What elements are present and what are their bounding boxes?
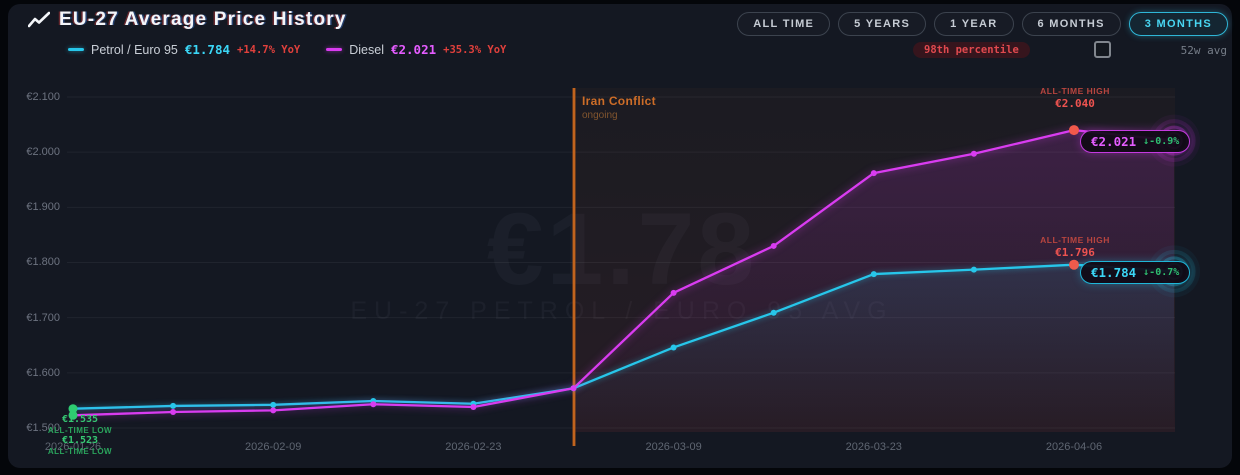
percentile-badge: 98th percentile bbox=[913, 42, 1030, 58]
x-axis-tick: 2026-01-26 bbox=[44, 441, 102, 453]
x-axis-tick: 2026-04-06 bbox=[1045, 441, 1103, 453]
diesel-legend-yoy: +35.3% YoY bbox=[443, 43, 507, 56]
range-button-5-years[interactable]: 5 YEARS bbox=[838, 12, 927, 36]
x-axis-tick: 2026-02-23 bbox=[445, 441, 502, 453]
area-fill bbox=[573, 264, 1175, 432]
y-axis-tick: €1.800 bbox=[26, 256, 60, 269]
x-axis-tick: 2026-03-09 bbox=[645, 441, 702, 453]
y-axis-tick: €1.500 bbox=[26, 422, 60, 434]
page-title: EU-27 Average Price History bbox=[59, 9, 347, 30]
y-axis-tick: €2.100 bbox=[26, 90, 60, 103]
y-axis-tick: €1.600 bbox=[26, 366, 60, 379]
range-button-all-time[interactable]: ALL TIME bbox=[737, 12, 831, 36]
petrol-point bbox=[270, 401, 277, 408]
diesel-point bbox=[670, 289, 677, 296]
avg-checkbox-label: 52w avg bbox=[1180, 44, 1227, 57]
page-header: EU-27 Average Price History bbox=[28, 9, 347, 31]
diesel-ath-value: €2.040 bbox=[1055, 97, 1095, 110]
diesel-all-time-low: €1.523 ALL-TIME LOW bbox=[25, 435, 135, 456]
diesel-low-dot bbox=[68, 410, 78, 420]
petrol-atl-value: €1.535 bbox=[61, 414, 99, 425]
petrol-point bbox=[770, 309, 777, 316]
diesel-ath-label: ALL-TIME HIGH bbox=[1040, 86, 1110, 96]
y-axis-tick: €1.900 bbox=[26, 201, 60, 214]
diesel-point bbox=[970, 150, 977, 157]
diesel-all-time-high: ALL-TIME HIGH €2.040 bbox=[1020, 86, 1130, 110]
petrol-all-time-high: ALL-TIME HIGH €1.796 bbox=[1020, 235, 1130, 259]
range-button-1-year[interactable]: 1 YEAR bbox=[934, 12, 1014, 36]
petrol-point bbox=[670, 344, 677, 351]
avg-checkbox[interactable] bbox=[1094, 41, 1111, 58]
x-axis-tick: 2026-03-23 bbox=[845, 441, 902, 453]
event-annotation-title: Iran Conflict bbox=[582, 94, 656, 108]
petrol-pill-change: ↓-0.7% bbox=[1143, 267, 1180, 278]
diesel-point bbox=[170, 409, 177, 416]
diesel-high-dot bbox=[1069, 125, 1079, 136]
petrol-high-dot bbox=[1069, 259, 1079, 270]
diesel-swatch bbox=[326, 48, 343, 51]
diesel-point bbox=[270, 407, 277, 414]
petrol-ath-label: ALL-TIME HIGH bbox=[1040, 235, 1110, 245]
diesel-point bbox=[470, 404, 477, 411]
diesel-current-price-pill: €2.021 ↓-0.9% bbox=[1080, 130, 1191, 153]
diesel-line bbox=[71, 128, 1176, 417]
petrol-legend-yoy: +14.7% YoY bbox=[237, 43, 301, 56]
diesel-legend-name: Diesel bbox=[349, 42, 384, 57]
petrol-point bbox=[970, 266, 977, 273]
diesel-point bbox=[570, 385, 577, 392]
x-axis-tick: 2026-02-09 bbox=[245, 441, 302, 453]
petrol-low-dot bbox=[68, 404, 78, 414]
legend-item-diesel[interactable]: Diesel €2.021 +35.3% YoY bbox=[326, 42, 506, 57]
petrol-current-price-pill: €1.784 ↓-0.7% bbox=[1080, 261, 1191, 284]
diesel-atl-value: €1.523 bbox=[61, 435, 99, 446]
diesel-pill-price: €2.021 bbox=[1091, 134, 1137, 149]
petrol-line bbox=[71, 263, 1176, 410]
range-button-6-months[interactable]: 6 MONTHS bbox=[1021, 12, 1121, 36]
diesel-legend-price: €2.021 bbox=[390, 42, 437, 57]
petrol-point bbox=[870, 271, 877, 278]
petrol-ath-value: €1.796 bbox=[1055, 246, 1095, 259]
chart-legend: Petrol / Euro 95 €1.784 +14.7% YoY Diese… bbox=[68, 42, 506, 57]
petrol-point bbox=[170, 402, 177, 409]
y-axis-tick: €1.700 bbox=[26, 311, 60, 324]
event-annotation-status: ongoing bbox=[582, 110, 618, 121]
petrol-all-time-low: €1.535 ALL-TIME LOW bbox=[25, 414, 135, 435]
petrol-legend-name: Petrol / Euro 95 bbox=[91, 42, 178, 57]
trend-line-icon bbox=[28, 11, 50, 29]
diesel-pill-change: ↓-0.9% bbox=[1143, 136, 1180, 147]
petrol-swatch bbox=[68, 48, 84, 51]
diesel-point bbox=[770, 242, 777, 249]
diesel-point bbox=[870, 170, 877, 177]
petrol-legend-price: €1.784 bbox=[184, 42, 231, 57]
range-button-3-months[interactable]: 3 MONTHS bbox=[1128, 12, 1228, 36]
petrol-atl-label: ALL-TIME LOW bbox=[47, 426, 113, 435]
diesel-atl-label: ALL-TIME LOW bbox=[47, 447, 113, 456]
diesel-point bbox=[370, 401, 377, 408]
legend-item-petrol[interactable]: Petrol / Euro 95 €1.784 +14.7% YoY bbox=[68, 42, 300, 57]
range-button-group: ALL TIME 5 YEARS 1 YEAR 6 MONTHS 3 MONTHS bbox=[737, 12, 1228, 36]
y-axis-tick: €2.000 bbox=[26, 146, 60, 159]
petrol-pill-price: €1.784 bbox=[1091, 265, 1137, 280]
event-annotation: Iran Conflict ongoing bbox=[582, 94, 656, 121]
